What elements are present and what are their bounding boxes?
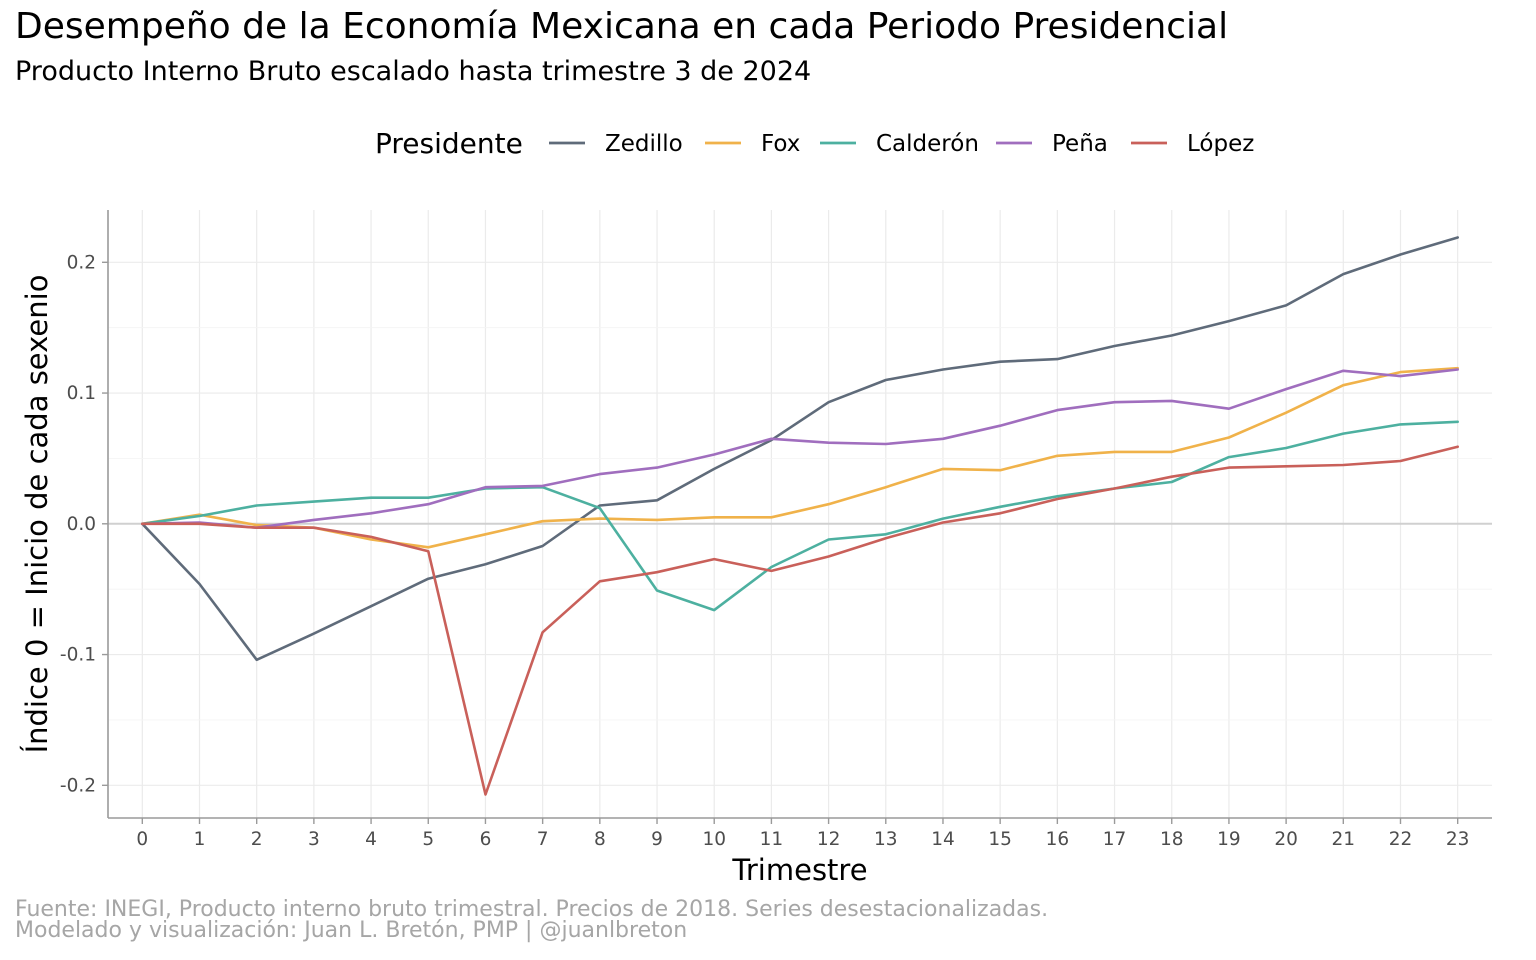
x-tick-label: 10 [702,829,726,850]
axes [102,210,1492,824]
legend: Presidente Zedillo Fox Calderón Peña López [375,127,1254,160]
y-tick-label: -0.1 [60,645,96,666]
x-tick-label: 23 [1446,829,1470,850]
caption-credit: Modelado y visualización: Juan L. Bretón… [15,918,688,943]
x-tick-label: 9 [651,829,663,850]
series-line-pena [141,368,1459,530]
series-line-calderon [141,420,1459,612]
legend-label: Zedillo [605,131,683,157]
x-tick-label: 3 [308,829,320,850]
gridlines [108,210,1492,818]
y-tick-label: -0.2 [60,775,96,796]
tick-labels: 0 1 2 3 4 5 6 7 8 9 10 11 12 13 14 15 16 17 18 19 20 21 22 23-0… [60,252,1470,850]
y-tick-label: 0.1 [67,383,96,404]
series-line-lopez [141,445,1459,796]
x-tick-label: 18 [1160,829,1184,850]
x-tick-label: 17 [1103,829,1127,850]
legend-label: Fox [761,131,800,157]
x-tick-label: 8 [594,829,606,850]
x-tick-label: 13 [874,829,898,850]
x-tick-label: 16 [1046,829,1070,850]
legend-label: Calderón [876,131,979,157]
caption-source: Fuente: INEGI, Producto interno bruto tr… [15,897,1049,922]
x-tick-label: 1 [194,829,206,850]
y-tick-label: 0.0 [67,514,96,535]
series-lines [141,236,1459,796]
x-tick-label: 2 [251,829,263,850]
x-tick-label: 22 [1389,829,1413,850]
x-tick-label: 15 [988,829,1012,850]
legend-label: Peña [1052,131,1108,157]
x-tick-label: 6 [480,829,492,850]
legend-title: Presidente [375,127,523,160]
x-tick-label: 20 [1274,829,1298,850]
series-line-fox [141,366,1459,549]
x-tick-label: 19 [1217,829,1241,850]
x-tick-label: 5 [422,829,434,850]
x-tick-label: 4 [365,829,377,850]
x-tick-label: 12 [817,829,841,850]
x-axis-title: Trimestre [731,853,867,887]
chart-subtitle: Producto Interno Bruto escalado hasta tr… [15,56,812,87]
x-tick-label: 21 [1332,829,1356,850]
legend-label: López [1187,131,1254,157]
x-tick-label: 14 [931,829,955,850]
y-axis-title: Índice 0 = Inicio de cada sexenio [20,275,54,754]
x-tick-label: 7 [537,829,549,850]
x-tick-label: 11 [760,829,784,850]
x-tick-label: 0 [136,829,148,850]
chart-title: Desempeño de la Economía Mexicana en cad… [15,6,1229,47]
y-tick-label: 0.2 [67,252,96,273]
series-line-zedillo [141,236,1459,662]
